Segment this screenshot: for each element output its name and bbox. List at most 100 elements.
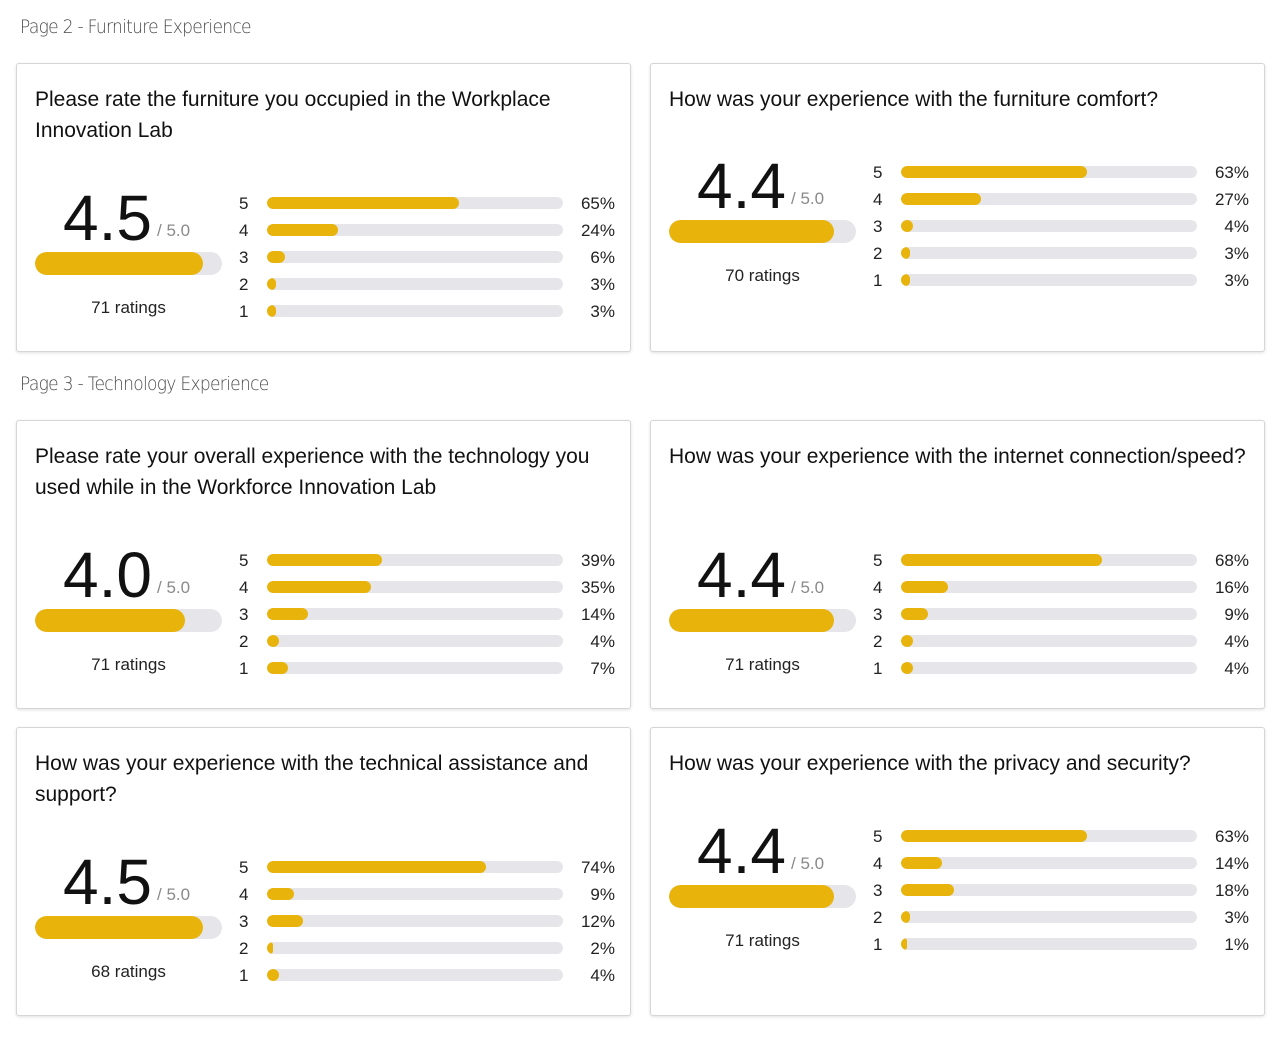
distribution-row: 5 39%: [239, 548, 615, 575]
distribution-row: 4 14%: [873, 851, 1249, 878]
distribution-bar: [267, 197, 563, 209]
distribution-bar-fill: [901, 581, 949, 593]
average-score-bar: [35, 916, 222, 939]
rating-distribution: 5 74% 4 9% 3: [239, 855, 615, 990]
score-scale: / 5.0: [791, 578, 825, 597]
distribution-bar: [267, 224, 563, 236]
distribution-row: 5 63%: [873, 160, 1249, 187]
distribution-bar: [901, 830, 1197, 842]
distribution-bar: [901, 274, 1197, 286]
score-scale: / 5.0: [157, 885, 191, 904]
distribution-row: 5 74%: [239, 855, 615, 882]
distribution-percent: 18%: [1214, 881, 1249, 900]
average-score-bar-fill: [35, 609, 185, 632]
distribution-percent: 9%: [1224, 605, 1249, 624]
distribution-percent: 74%: [580, 858, 615, 877]
average-score-bar-fill: [669, 885, 834, 908]
star-label: 1: [239, 659, 249, 678]
distribution-bar-fill: [901, 830, 1088, 842]
distribution-percent: 16%: [1214, 578, 1249, 597]
distribution-bar: [901, 635, 1197, 647]
question-text: How was your experience with the technic…: [35, 752, 589, 806]
distribution-bar: [267, 608, 563, 620]
score-summary: 4.4 / 5.0 70 ratings: [669, 142, 856, 285]
question-text: How was your experience with the privacy…: [669, 752, 1191, 775]
average-score-bar-fill: [35, 252, 204, 275]
star-label: 2: [873, 244, 883, 263]
distribution-row: 3 9%: [873, 602, 1249, 629]
distribution-percent: 12%: [580, 912, 615, 931]
distribution-bar-fill: [267, 888, 294, 900]
star-label: 5: [873, 163, 883, 182]
distribution-bar: [267, 251, 563, 263]
distribution-bar-fill: [267, 969, 279, 981]
distribution-row: 3 14%: [239, 602, 615, 629]
distribution-bar-fill: [267, 224, 339, 236]
distribution-percent: 68%: [1214, 551, 1249, 570]
distribution-percent: 24%: [580, 221, 615, 240]
distribution-row: 4 27%: [873, 187, 1249, 214]
distribution-row: 1 4%: [873, 656, 1249, 683]
star-label: 5: [239, 858, 249, 877]
star-label: 1: [873, 659, 883, 678]
average-score-bar: [35, 252, 222, 275]
distribution-bar-fill: [901, 857, 943, 869]
rating-distribution: 5 39% 4 35% 3: [239, 548, 615, 683]
distribution-bar-fill: [901, 247, 910, 259]
distribution-bar: [901, 247, 1197, 259]
star-label: 3: [873, 217, 883, 236]
distribution-bar: [267, 969, 563, 981]
star-label: 1: [239, 302, 249, 321]
distribution-bar: [267, 635, 563, 647]
distribution-percent: 3%: [590, 302, 615, 321]
distribution-row: 5 63%: [873, 824, 1249, 851]
distribution-bar: [901, 193, 1197, 205]
distribution-bar-fill: [901, 608, 928, 620]
distribution-bar: [267, 554, 563, 566]
star-label: 2: [873, 908, 883, 927]
distribution-percent: 6%: [590, 248, 615, 267]
star-label: 4: [873, 190, 883, 209]
distribution-row: 2 3%: [873, 241, 1249, 268]
distribution-bar-fill: [267, 581, 371, 593]
distribution-bar: [267, 915, 563, 927]
question-text: Please rate the furniture you occupied i…: [35, 88, 551, 142]
distribution-percent: 3%: [1224, 908, 1249, 927]
distribution-percent: 39%: [580, 551, 615, 570]
distribution-bar-fill: [267, 915, 303, 927]
rating-card: How was your experience with the privacy…: [650, 727, 1265, 1016]
distribution-percent: 3%: [590, 275, 615, 294]
distribution-row: 3 6%: [239, 245, 615, 272]
distribution-bar: [901, 554, 1197, 566]
star-label: 5: [239, 551, 249, 570]
average-score: 4.4: [697, 539, 786, 611]
distribution-row: 4 16%: [873, 575, 1249, 602]
distribution-bar: [901, 581, 1197, 593]
distribution-row: 1 3%: [239, 299, 615, 326]
distribution-bar-fill: [901, 166, 1088, 178]
star-label: 4: [873, 578, 883, 597]
star-label: 1: [873, 271, 883, 290]
distribution-row: 2 3%: [239, 272, 615, 299]
distribution-bar-fill: [267, 305, 276, 317]
distribution-bar-fill: [901, 220, 913, 232]
average-score: 4.4: [697, 815, 786, 887]
distribution-percent: 4%: [590, 966, 615, 985]
star-label: 3: [239, 605, 249, 624]
score-summary: 4.4 / 5.0 71 ratings: [669, 531, 856, 674]
distribution-row: 4 35%: [239, 575, 615, 602]
section-title-technology: Page 3 - Technology Experience: [20, 373, 269, 395]
distribution-percent: 4%: [1224, 217, 1249, 236]
distribution-row: 3 4%: [873, 214, 1249, 241]
distribution-bar-fill: [267, 197, 460, 209]
distribution-row: 2 3%: [873, 905, 1249, 932]
rating-count: 71 ratings: [91, 655, 166, 674]
average-score-bar: [669, 609, 856, 632]
rating-distribution: 5 65% 4 24% 3: [239, 191, 615, 326]
distribution-percent: 4%: [1224, 659, 1249, 678]
star-label: 5: [239, 194, 249, 213]
distribution-bar: [901, 884, 1197, 896]
distribution-bar-fill: [901, 938, 907, 950]
star-label: 2: [239, 632, 249, 651]
question-text: How was your experience with the interne…: [669, 445, 1246, 468]
